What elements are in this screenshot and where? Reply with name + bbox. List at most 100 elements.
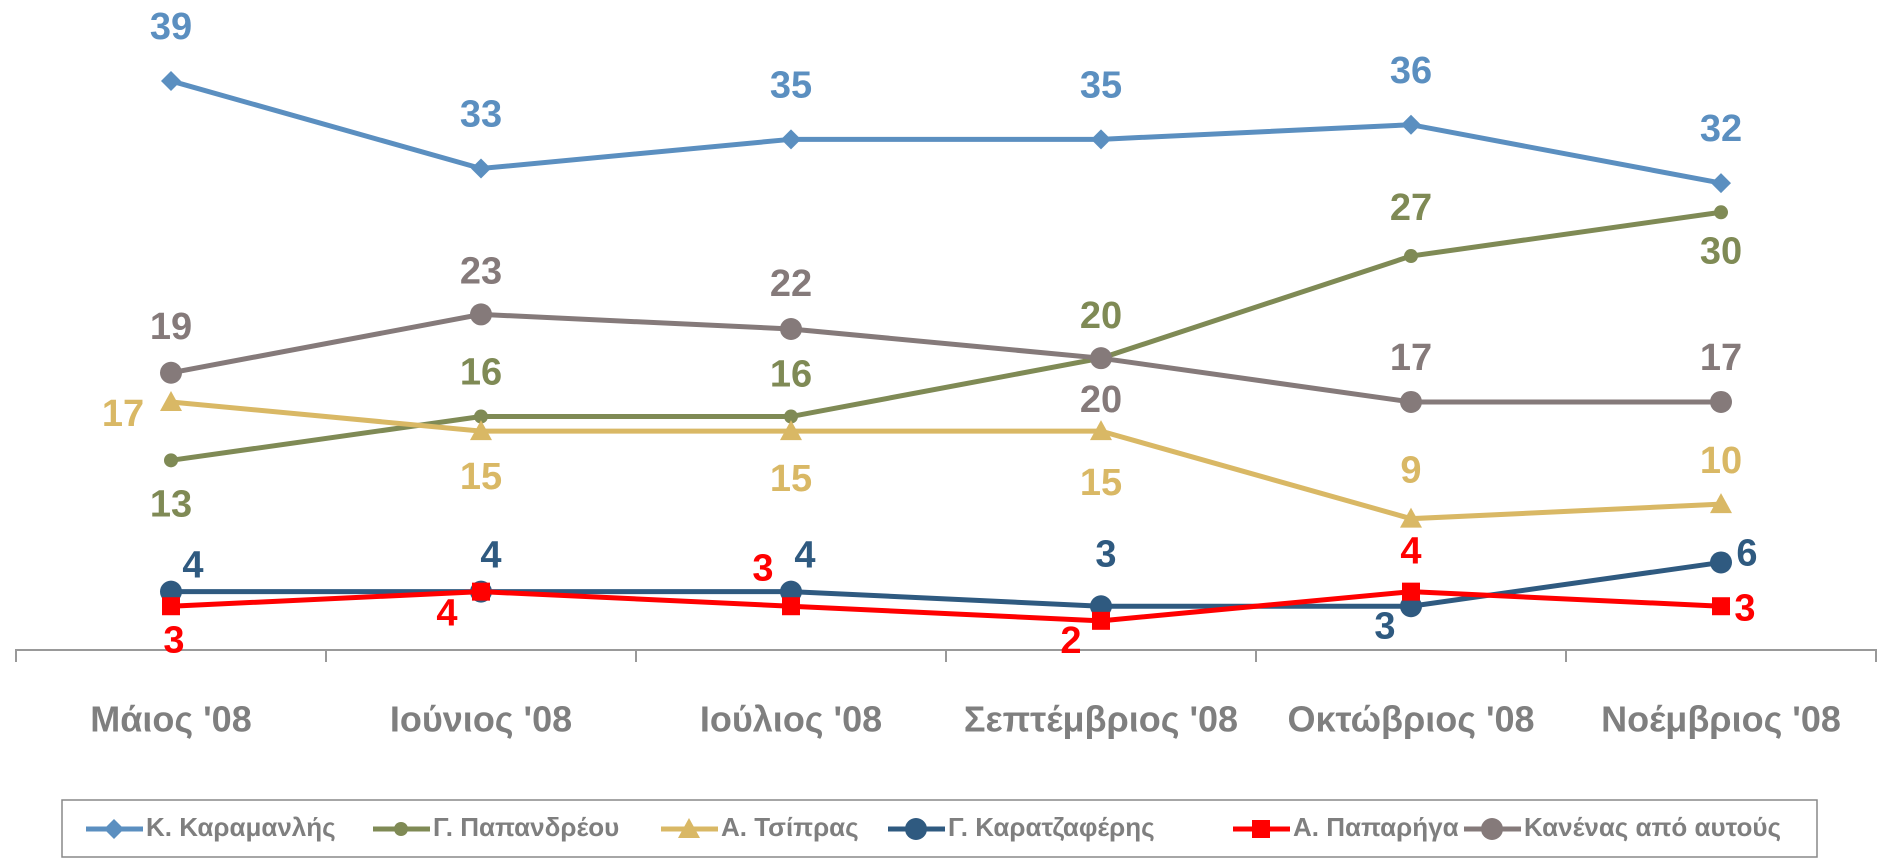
marker (1400, 595, 1422, 618)
marker (1710, 390, 1732, 413)
marker (1400, 507, 1422, 528)
marker (471, 158, 491, 179)
marker (162, 597, 180, 616)
line (170, 311, 1721, 405)
marker (160, 580, 182, 603)
marker (160, 390, 182, 411)
legend-marker (394, 822, 408, 836)
data-label: 3 (1095, 533, 1116, 575)
data-label: 35 (1080, 64, 1122, 106)
marker (164, 453, 178, 468)
legend-label: Κ. Καραμανλής (146, 812, 336, 842)
data-label: 3 (1734, 587, 1755, 629)
marker (160, 361, 182, 384)
line (170, 589, 1722, 624)
data-label: 22 (770, 263, 812, 305)
marker (1712, 597, 1730, 616)
marker (474, 409, 488, 424)
data-label: 20 (1080, 379, 1122, 421)
data-label: 4 (182, 545, 203, 587)
data-label: 10 (1700, 440, 1742, 482)
marker (784, 409, 798, 424)
x-tick-label: Οκτώβριος '08 (1287, 699, 1534, 740)
data-label: 3 (163, 619, 184, 661)
legend-label: Α. Παπαρήγα (1293, 812, 1459, 842)
data-label: 17 (102, 393, 144, 435)
legend-marker (1481, 818, 1503, 840)
data-label: 39 (150, 6, 192, 48)
series: 19 23 22 20 17 17 (150, 250, 1742, 421)
marker (1090, 595, 1112, 618)
legend-box (61, 799, 1818, 858)
marker (781, 129, 801, 150)
data-label: 33 (460, 94, 502, 136)
line (170, 78, 1722, 186)
data-label: 20 (1080, 295, 1122, 337)
marker (1710, 493, 1732, 514)
x-tick-label: Μάιος '08 (90, 699, 251, 740)
series: 39 33 35 35 36 32 (150, 6, 1742, 194)
data-label: 27 (1390, 187, 1432, 229)
marker (1400, 390, 1422, 413)
line (170, 399, 1722, 522)
data-label: 15 (770, 458, 812, 500)
marker (1402, 582, 1420, 601)
marker (1092, 611, 1110, 630)
data-label: 4 (480, 535, 501, 577)
data-label: 9 (1400, 450, 1421, 492)
marker (780, 318, 802, 340)
data-label: 16 (460, 352, 502, 394)
data-label: 32 (1700, 108, 1742, 150)
x-tick-label: Ιούνιος '08 (390, 699, 572, 740)
legend-label: Α. Τσίπρας (721, 812, 859, 842)
marker (780, 420, 802, 441)
marker (780, 580, 802, 603)
data-label: 4 (436, 593, 457, 635)
series: 4 4 4 336 (160, 532, 1758, 647)
legend-marker (678, 818, 700, 838)
marker (1401, 114, 1421, 135)
data-label: 23 (460, 250, 502, 292)
data-label: 30 (1700, 230, 1742, 272)
marker (161, 70, 181, 91)
data-label: 15 (460, 456, 502, 498)
marker (1404, 249, 1418, 264)
legend-marker (1252, 820, 1270, 838)
data-label: 13 (150, 483, 192, 525)
legend-marker (104, 819, 124, 839)
data-label: 17 (1390, 337, 1432, 379)
legend-marker (905, 818, 927, 840)
data-label: 35 (770, 64, 812, 106)
data-label: 6 (1736, 532, 1757, 574)
marker (470, 303, 492, 326)
data-label: 3 (1374, 605, 1395, 647)
marker (1090, 420, 1112, 441)
data-label: 15 (1080, 462, 1122, 504)
data-label: 2 (1060, 620, 1081, 662)
data-label: 4 (794, 535, 815, 577)
marker (782, 597, 800, 616)
data-label: 36 (1390, 50, 1432, 92)
marker (472, 582, 490, 601)
legend-label: Γ. Καρατζαφέρης (948, 812, 1155, 842)
data-label: 17 (1700, 337, 1742, 379)
x-tick-label: Ιούλιος '08 (700, 699, 882, 740)
x-tick-label: Νοέμβριος '08 (1601, 699, 1841, 740)
legend-label: Κανένας από αυτούς (1524, 812, 1781, 842)
marker (1714, 205, 1728, 220)
legend-label: Γ. Παπανδρέου (433, 812, 619, 842)
series: 17 15 15 15 9 10 (102, 390, 1742, 528)
marker (1711, 173, 1731, 194)
marker (1710, 551, 1732, 574)
data-label: 19 (150, 306, 192, 348)
marker (1090, 347, 1112, 370)
data-label: 16 (770, 354, 812, 396)
marker (470, 420, 492, 441)
series: 13 16 16 20 27 30 (150, 187, 1742, 525)
data-label: 4 (1400, 531, 1421, 573)
data-label: 3 (752, 547, 773, 589)
x-tick-label: Σεπτέμβριος '08 (964, 699, 1238, 740)
marker (1091, 129, 1111, 150)
